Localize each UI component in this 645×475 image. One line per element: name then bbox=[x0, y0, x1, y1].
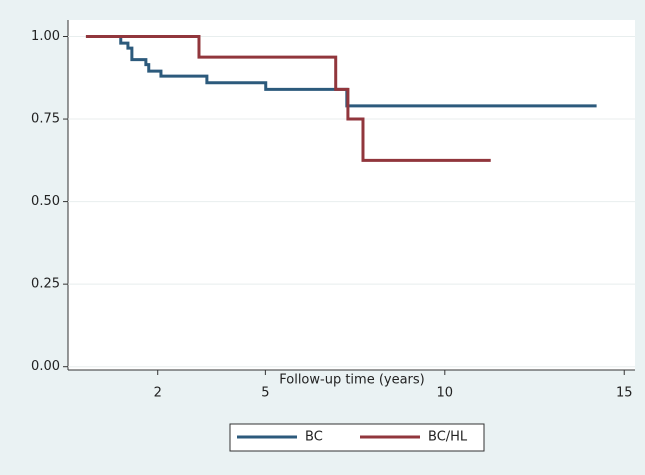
y-tick-label: 1.00 bbox=[31, 29, 60, 44]
y-tick-label: 0.75 bbox=[31, 112, 60, 127]
km-curve bbox=[85, 35, 491, 162]
legend-label: BC bbox=[305, 430, 323, 445]
y-tick-label: 0.00 bbox=[31, 359, 60, 374]
x-axis-title: Follow-up time (years) bbox=[279, 373, 425, 388]
plot-area bbox=[68, 20, 635, 370]
x-tick-label: 10 bbox=[437, 386, 454, 401]
x-tick-label: 5 bbox=[261, 386, 269, 401]
x-tick-label: 2 bbox=[154, 386, 162, 401]
km-curve bbox=[85, 35, 597, 108]
x-tick-label: 15 bbox=[616, 386, 633, 401]
y-tick-label: 0.50 bbox=[31, 194, 60, 209]
y-tick-label: 0.25 bbox=[31, 277, 60, 292]
legend-label: BC/HL bbox=[428, 430, 468, 445]
